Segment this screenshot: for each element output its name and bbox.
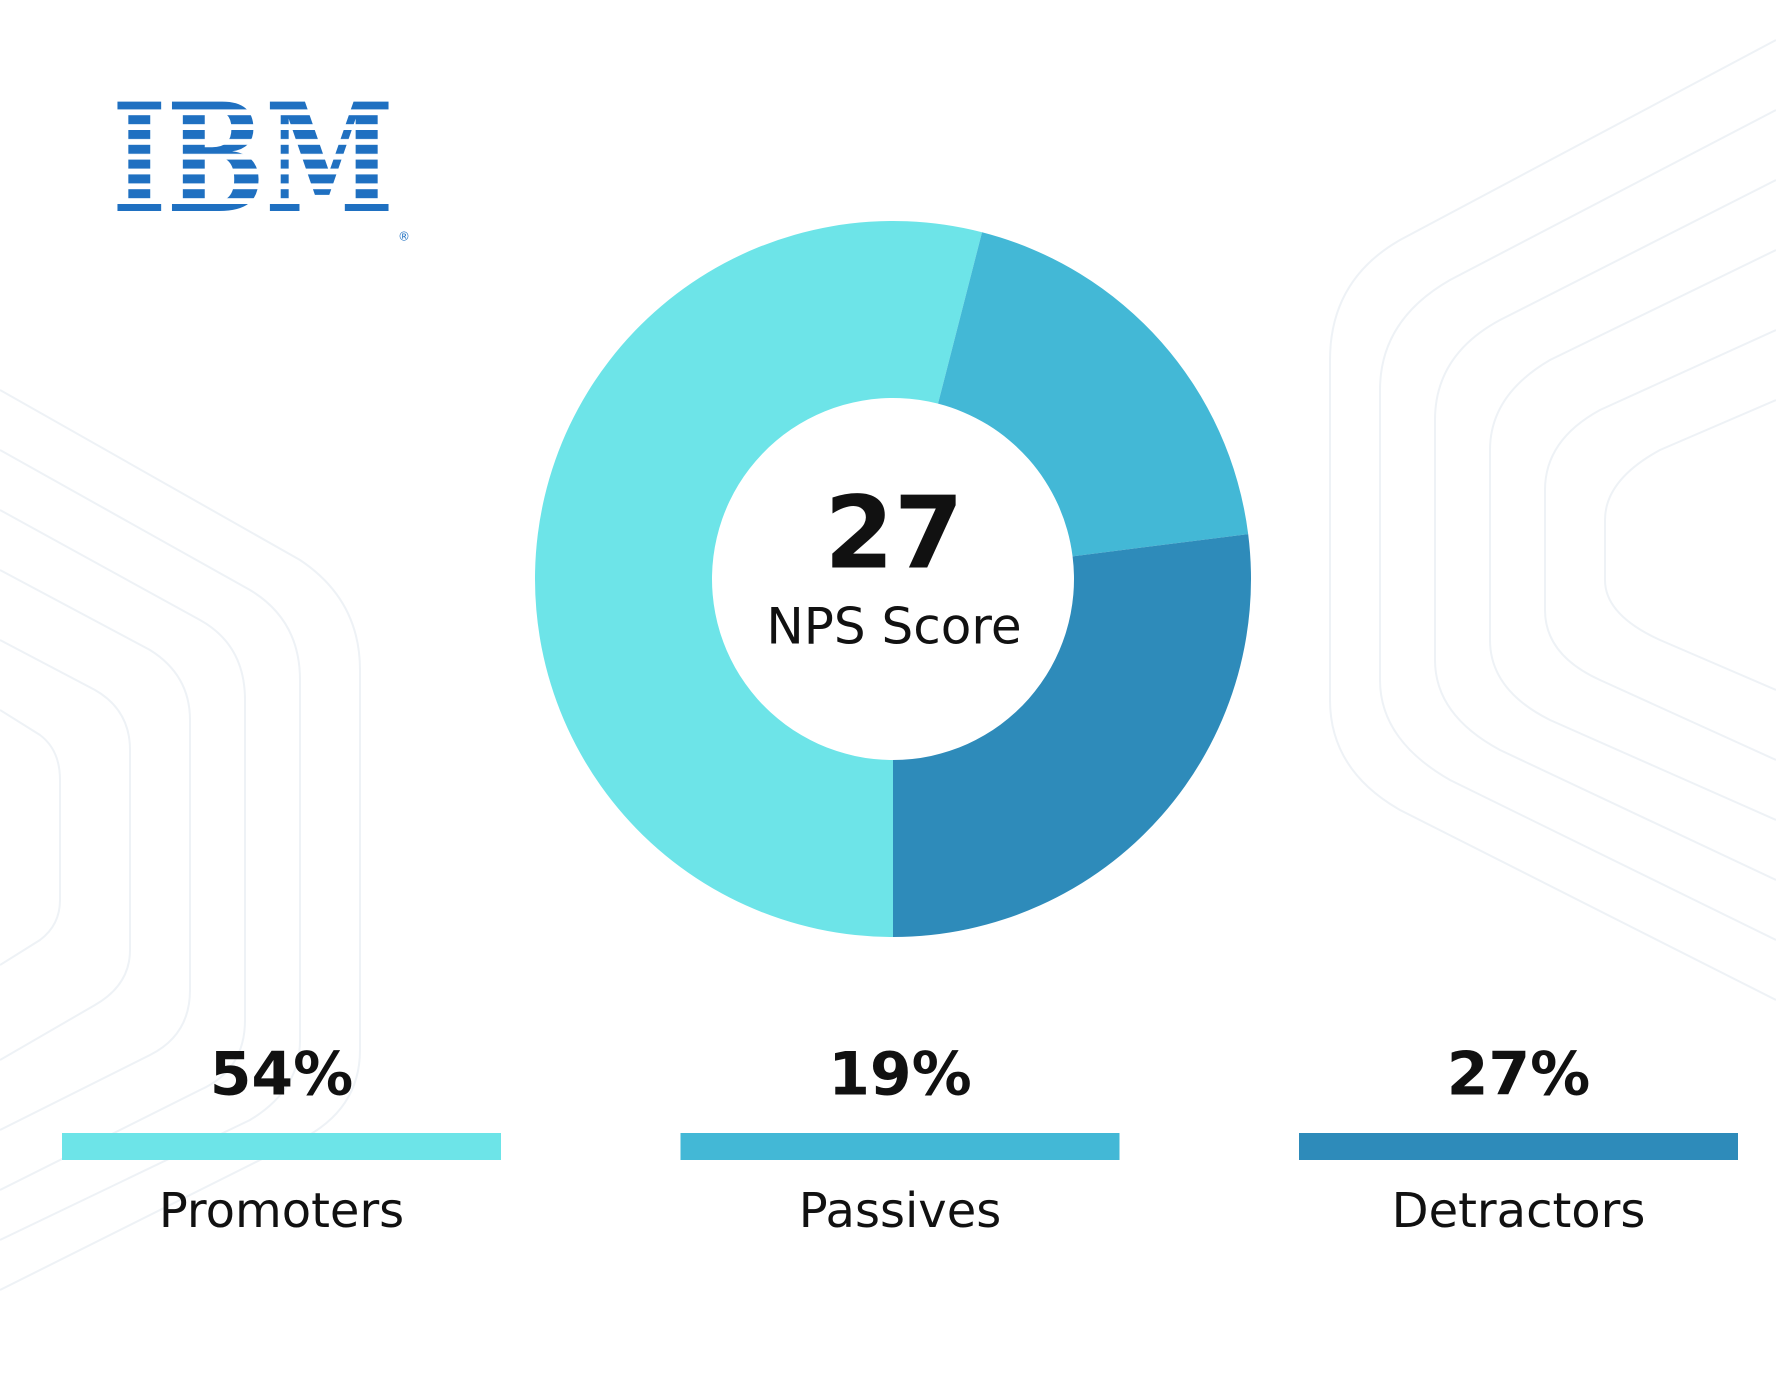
- logo-registered: ®: [398, 230, 410, 244]
- center-label: NPS Score: [766, 598, 1021, 656]
- center-value: 27: [824, 474, 963, 591]
- legend-swatch: [62, 1133, 501, 1160]
- donut-slice: [893, 534, 1251, 937]
- donut-slice: [938, 232, 1249, 557]
- value-label: 54%: [210, 1040, 354, 1110]
- logo: IBM: [112, 71, 394, 247]
- legend-swatch: [1299, 1133, 1738, 1160]
- legend-label: Passives: [799, 1183, 1002, 1239]
- background-decoration: [0, 39, 1776, 1291]
- value-label: 19%: [828, 1040, 972, 1110]
- donut-slice: [534, 221, 983, 938]
- legend-swatch: [680, 1133, 1120, 1160]
- legend-label: Detractors: [1392, 1183, 1646, 1239]
- legend-label: Promoters: [159, 1183, 404, 1239]
- value-label: 27%: [1447, 1040, 1591, 1110]
